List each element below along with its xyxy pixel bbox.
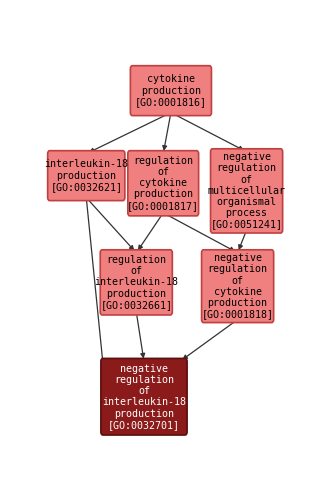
Text: regulation
of
interleukin-18
production
[GO:0032661]: regulation of interleukin-18 production … — [94, 255, 178, 310]
FancyBboxPatch shape — [211, 149, 283, 233]
Text: negative
regulation
of
interleukin-18
production
[GO:0032701]: negative regulation of interleukin-18 pr… — [102, 364, 186, 430]
FancyBboxPatch shape — [130, 66, 212, 116]
FancyBboxPatch shape — [48, 150, 125, 200]
Text: negative
regulation
of
cytokine
production
[GO:0001818]: negative regulation of cytokine producti… — [202, 253, 274, 319]
FancyBboxPatch shape — [202, 250, 274, 323]
Text: regulation
of
cytokine
production
[GO:0001817]: regulation of cytokine production [GO:00… — [127, 156, 199, 211]
Text: negative
regulation
of
multicellular
organismal
process
[GO:0051241]: negative regulation of multicellular org… — [208, 152, 286, 230]
FancyBboxPatch shape — [128, 150, 199, 216]
Text: cytokine
production
[GO:0001816]: cytokine production [GO:0001816] — [135, 74, 207, 107]
Text: interleukin-18
production
[GO:0032621]: interleukin-18 production [GO:0032621] — [44, 159, 128, 192]
FancyBboxPatch shape — [101, 358, 187, 435]
FancyBboxPatch shape — [100, 250, 172, 315]
